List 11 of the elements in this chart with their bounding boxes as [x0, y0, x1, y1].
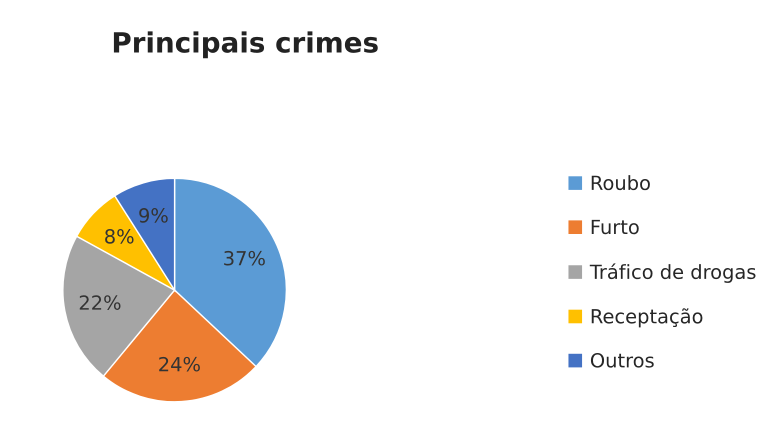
data-label: 22%	[80, 295, 120, 310]
data-label: 8%	[105, 229, 134, 244]
data-label: 37%	[224, 250, 265, 266]
legend-label: Tráfico de drogas	[590, 263, 756, 283]
data-label: 24%	[159, 356, 200, 372]
data-label: 9%	[139, 208, 168, 223]
legend-label: Receptação	[592, 308, 702, 328]
chart-title: Principais crimes	[114, 31, 378, 58]
legend-label: Outros	[590, 352, 654, 368]
legend-label: Roubo	[592, 175, 650, 190]
legend-label: Furto	[592, 220, 639, 234]
